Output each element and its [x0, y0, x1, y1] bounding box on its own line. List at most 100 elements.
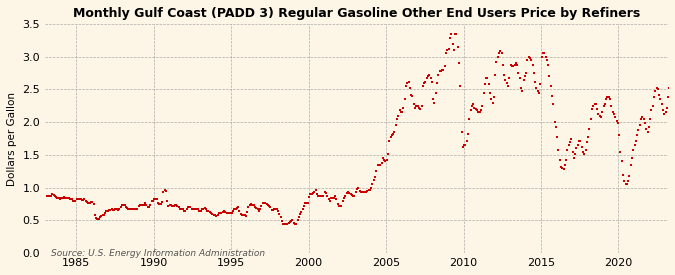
Point [327, 196, 338, 200]
Point [510, 61, 521, 65]
Point [606, 104, 617, 108]
Point [431, 90, 441, 95]
Point [445, 36, 456, 40]
Point [141, 203, 152, 208]
Point [359, 189, 370, 194]
Point [379, 158, 389, 162]
Point [499, 73, 510, 77]
Point [256, 204, 267, 208]
Point [172, 204, 183, 208]
Point [547, 94, 558, 98]
Point [185, 205, 196, 210]
Point [571, 146, 582, 151]
Point [212, 212, 223, 217]
Point [622, 182, 632, 187]
Point [669, 81, 675, 85]
Point [282, 221, 293, 226]
Point [227, 208, 238, 213]
Point [292, 218, 303, 223]
Point [393, 113, 404, 118]
Point [313, 193, 323, 198]
Title: Monthly Gulf Coast (PADD 3) Regular Gasoline Other End Users Price by Refiners: Monthly Gulf Coast (PADD 3) Regular Gaso… [73, 7, 640, 20]
Point [414, 106, 425, 110]
Point [383, 152, 394, 156]
Point [132, 207, 143, 211]
Point [165, 202, 176, 207]
Point [154, 202, 165, 206]
Point [93, 217, 104, 221]
Point [103, 208, 113, 213]
Point [63, 196, 74, 200]
Point [608, 110, 618, 114]
Point [350, 189, 361, 194]
Point [273, 209, 284, 213]
Point [412, 104, 423, 108]
Point [254, 207, 265, 211]
Point [390, 123, 401, 128]
Point [420, 79, 431, 84]
Point [639, 121, 650, 126]
Point [375, 163, 385, 167]
Point [325, 199, 335, 203]
Point [250, 205, 261, 210]
Point [130, 207, 140, 211]
Point [578, 149, 589, 154]
Point [575, 138, 586, 143]
Point [667, 75, 675, 80]
Point [506, 62, 516, 67]
Point [176, 207, 187, 211]
Point [159, 188, 170, 192]
Point [611, 119, 622, 123]
Point [423, 74, 433, 78]
Point [657, 108, 668, 112]
Point [537, 51, 548, 56]
Point [372, 163, 383, 167]
Point [82, 200, 92, 204]
Point [239, 213, 250, 218]
Point [434, 69, 445, 73]
Point [175, 207, 186, 211]
Point [345, 192, 356, 196]
Point [136, 202, 146, 207]
Point [461, 138, 472, 143]
Point [146, 199, 157, 204]
Point [342, 191, 352, 195]
Point [354, 189, 365, 193]
Point [208, 212, 219, 217]
Point [518, 77, 529, 82]
Point [110, 207, 121, 211]
Point [438, 68, 449, 72]
Point [297, 207, 308, 211]
Point [475, 110, 485, 114]
Point [458, 145, 468, 149]
Point [114, 207, 125, 211]
Point [101, 209, 112, 213]
Point [51, 195, 61, 199]
Point [373, 163, 384, 167]
Point [178, 208, 189, 213]
Point [451, 32, 462, 36]
Point [45, 193, 56, 198]
Point [641, 126, 651, 131]
Point [189, 207, 200, 211]
Point [642, 130, 653, 134]
Point [447, 41, 458, 46]
Point [213, 211, 224, 215]
Point [664, 86, 675, 90]
Point [88, 202, 99, 206]
Point [247, 202, 258, 207]
Point [220, 210, 231, 214]
Point [360, 189, 371, 194]
Point [62, 196, 73, 200]
Point [649, 95, 659, 100]
Point [421, 75, 432, 80]
Point [490, 73, 501, 77]
Point [294, 215, 304, 219]
Point [653, 87, 664, 92]
Point [333, 204, 344, 208]
Point [271, 207, 282, 211]
Point [244, 202, 255, 207]
Point [583, 134, 593, 139]
Point [443, 46, 454, 51]
Point [178, 207, 188, 211]
